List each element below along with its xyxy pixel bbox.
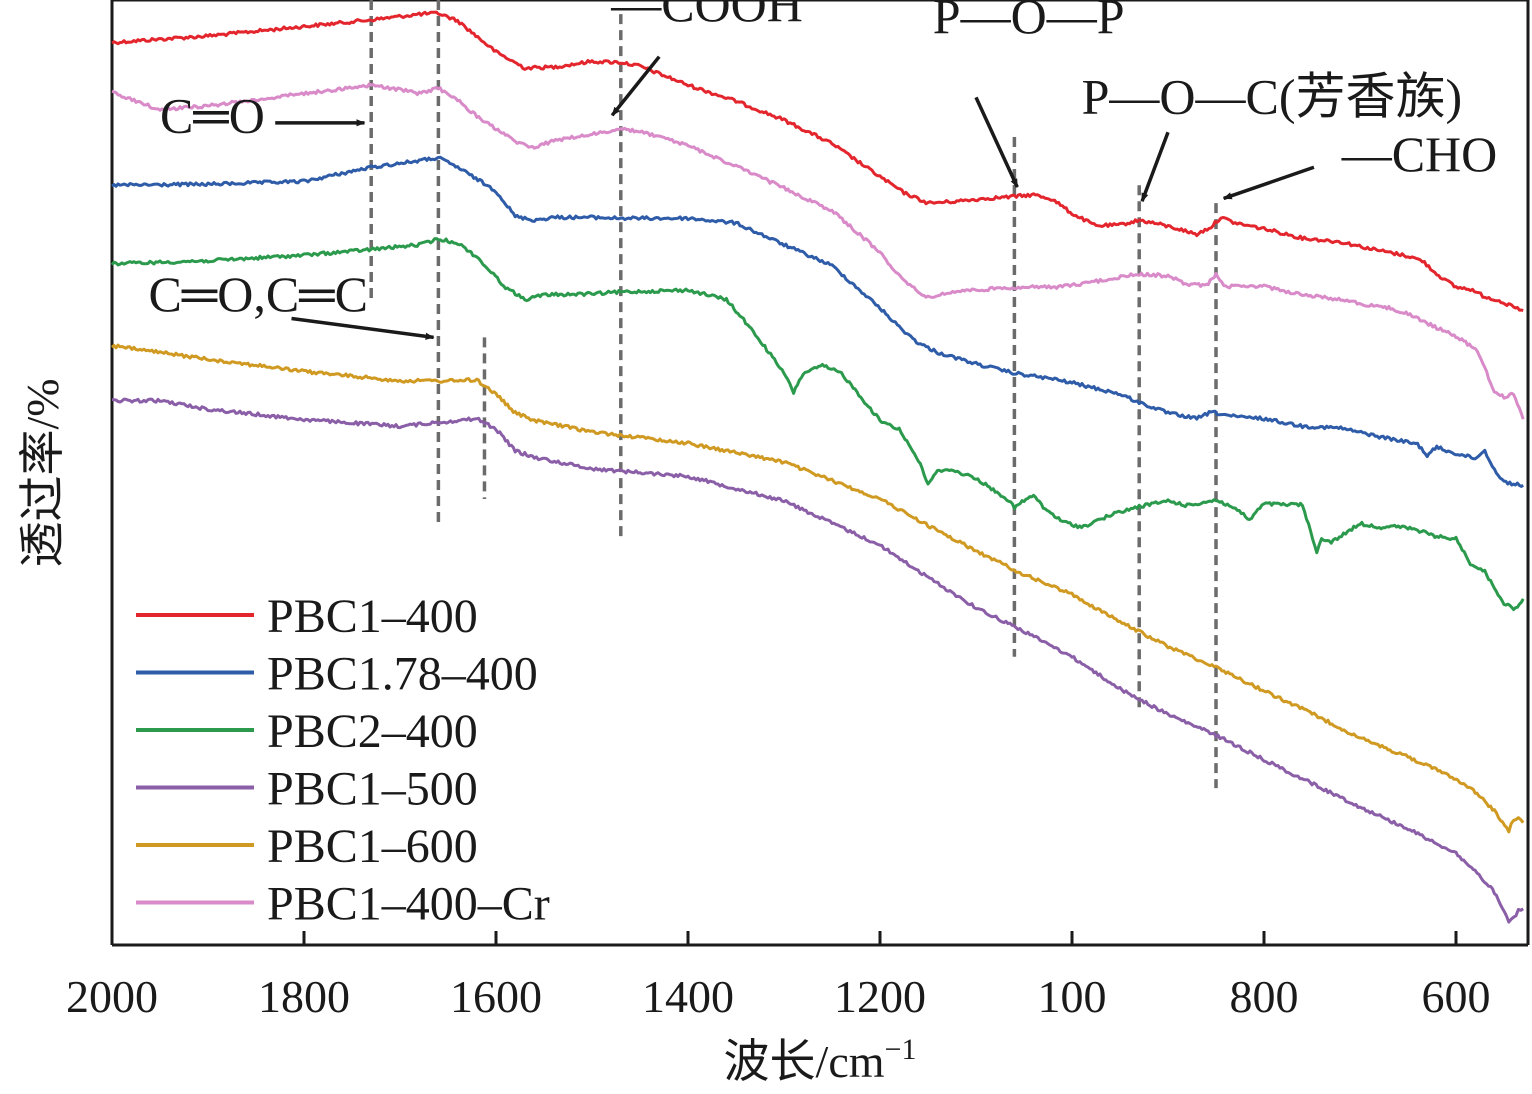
series-line-5 xyxy=(111,82,1525,420)
x-tick-label-0: 2000 xyxy=(66,971,158,1022)
legend-label-5: PBC1–400–Cr xyxy=(267,878,550,931)
annotation-label-p-o-p: P—O—P xyxy=(933,0,1125,44)
series-line-4 xyxy=(110,343,1525,834)
series-group xyxy=(110,10,1525,924)
x-tick-label-4: 1200 xyxy=(834,971,926,1022)
x-tick-label-5: 100 xyxy=(1038,971,1107,1022)
annotation-label-p-o-c: P—O—C(芳香族) xyxy=(1082,68,1463,124)
legend-label-0: PBC1–400 xyxy=(267,590,478,643)
legend-label-2: PBC2–400 xyxy=(267,705,478,758)
x-tick-label-6: 800 xyxy=(1230,971,1299,1022)
annotation-label-c-o-c-c: C═O,C═C xyxy=(148,266,368,322)
annotation-arrow-cooh xyxy=(610,55,661,117)
x-axis-title: 波长/cm−1 xyxy=(724,1033,917,1087)
plot-frame xyxy=(110,0,1530,947)
legend-label-3: PBC1–500 xyxy=(267,763,478,816)
y-axis-title: 透过率/% xyxy=(17,378,68,567)
x-tick-label-3: 1400 xyxy=(642,971,734,1022)
annotation-arrow-c-o-c-c xyxy=(291,316,435,340)
legend: PBC1–400PBC1.78–400PBC2–400PBC1–500PBC1–… xyxy=(136,590,550,931)
series-line-0 xyxy=(111,10,1524,313)
reference-lines xyxy=(369,0,1218,789)
annotations: C═O —COOH P—O—P P—O—C(芳香族)—CHO C═O,C═C xyxy=(148,0,1498,340)
x-tick-label-1: 1800 xyxy=(258,971,350,1022)
x-tick-label-7: 600 xyxy=(1422,971,1491,1022)
x-ticks: 2000 1800 1600 1400 1200 100 800 600 xyxy=(66,931,1491,1022)
legend-label-4: PBC1–600 xyxy=(267,820,478,873)
annotation-arrow-p-o-c xyxy=(1140,131,1170,203)
x-tick-label-2: 1600 xyxy=(450,971,542,1022)
annotation-label-cooh: —COOH xyxy=(610,0,803,32)
series-line-3 xyxy=(112,397,1524,924)
legend-label-1: PBC1.78–400 xyxy=(267,648,538,701)
annotation-label-c-o: C═O xyxy=(160,87,265,143)
series-line-1 xyxy=(111,155,1524,488)
annotation-arrow-cho xyxy=(1222,165,1315,201)
annotation-label-cho: —CHO xyxy=(1341,126,1498,182)
series-line-2 xyxy=(110,237,1525,612)
annotation-arrow-p-o-p xyxy=(974,96,1019,188)
